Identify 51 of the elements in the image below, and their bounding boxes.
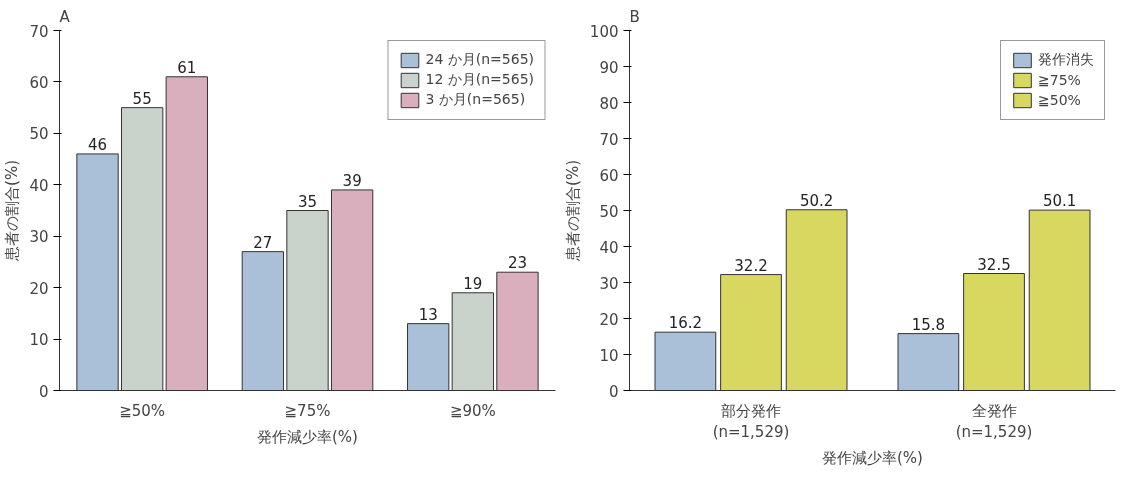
y-tick-label: 30 xyxy=(599,274,619,293)
chart-title: B xyxy=(629,7,640,26)
legend-label: 3 か月(n=565) xyxy=(425,91,526,109)
x-axis-title: 発作減少率(%) xyxy=(257,427,358,446)
data-label: 19 xyxy=(463,274,483,293)
x-axis-title: 発作減少率(%) xyxy=(822,449,923,468)
y-tick-label: 60 xyxy=(29,73,49,92)
legend-label: 発作消失 xyxy=(1038,51,1094,69)
data-label: 46 xyxy=(87,135,108,154)
legend-label: ≧50% xyxy=(1038,92,1081,108)
y-tick-label: 20 xyxy=(599,310,619,329)
data-label: 55 xyxy=(132,89,152,108)
x-tick-label: 全発作 (n=1,529) xyxy=(955,401,1033,442)
data-label: 13 xyxy=(418,305,438,324)
y-axis-title: 患者の割合(%) xyxy=(563,160,582,262)
x-tick-label: ≧90% xyxy=(449,401,496,420)
chart-title: A xyxy=(59,7,71,26)
y-tick-label: 40 xyxy=(29,176,49,195)
y-tick-label: 60 xyxy=(599,166,619,185)
data-label: 23 xyxy=(507,254,528,273)
y-tick-label: 50 xyxy=(599,202,619,221)
y-tick-label: 50 xyxy=(29,125,49,144)
data-label: 32.2 xyxy=(734,256,768,275)
y-tick-label: 70 xyxy=(599,130,619,149)
y-tick-label: 10 xyxy=(29,331,49,350)
data-label: 32.5 xyxy=(977,255,1011,274)
y-tick-label: 30 xyxy=(29,228,49,247)
data-label: 16.2 xyxy=(668,314,703,333)
legend-label: 12 か月(n=565) xyxy=(425,71,534,89)
y-tick-label: 80 xyxy=(599,94,619,113)
y-tick-label: 0 xyxy=(608,382,619,401)
x-tick-label: 部分発作 (n=1,529) xyxy=(712,401,790,442)
data-label: 39 xyxy=(342,171,362,190)
y-tick-label: 90 xyxy=(599,58,619,77)
data-label: 27 xyxy=(253,233,273,252)
y-tick-label: 70 xyxy=(29,22,49,41)
data-label: 15.8 xyxy=(911,315,946,334)
data-label: 35 xyxy=(297,192,318,211)
legend-label: ≧75% xyxy=(1038,72,1081,88)
x-tick-label: ≧50% xyxy=(119,401,166,420)
data-label: 50.2 xyxy=(799,191,834,210)
x-tick-label: ≧75% xyxy=(284,401,331,420)
y-axis-title: 患者の割合(%) xyxy=(3,160,22,262)
data-label: 61 xyxy=(177,58,197,77)
y-tick-label: 100 xyxy=(589,22,619,41)
y-tick-label: 0 xyxy=(38,382,49,401)
y-tick-label: 40 xyxy=(599,238,619,257)
y-tick-label: 10 xyxy=(599,346,619,365)
data-label: 50.1 xyxy=(1042,192,1077,211)
legend-label: 24 か月(n=565) xyxy=(425,51,534,69)
y-tick-label: 20 xyxy=(29,279,49,298)
